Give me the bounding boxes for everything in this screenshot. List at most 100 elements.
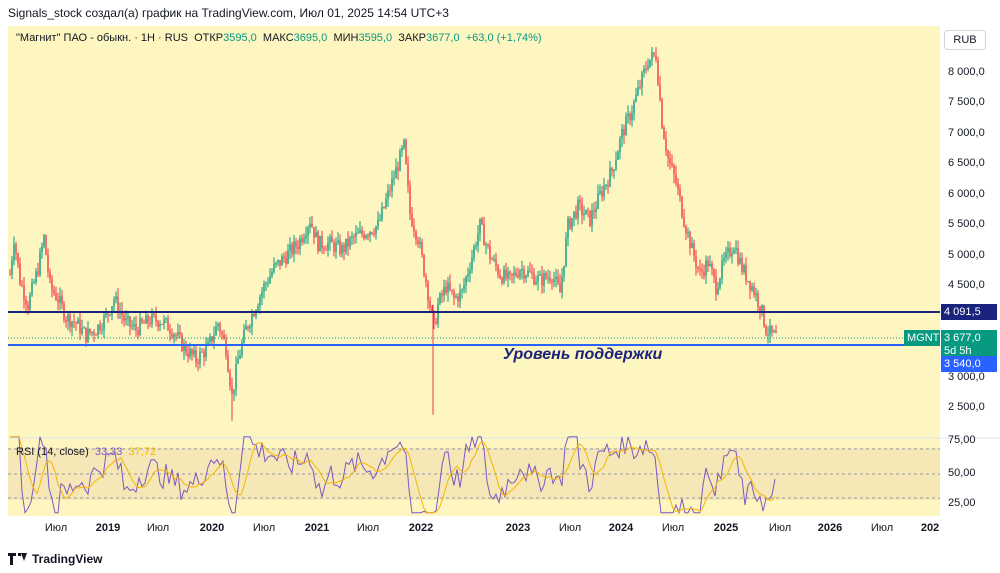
up-candle (235, 364, 237, 390)
down-candle (317, 231, 319, 252)
up-candle (77, 319, 79, 324)
up-candle (217, 323, 219, 327)
up-candle (565, 237, 567, 266)
up-candle (543, 273, 545, 286)
down-candle (415, 231, 417, 240)
down-candle (593, 210, 595, 213)
up-candle (237, 358, 239, 365)
up-candle (209, 336, 211, 342)
down-candle (95, 334, 97, 336)
up-candle (643, 68, 645, 73)
down-candle (85, 327, 87, 342)
down-candle (339, 240, 341, 255)
up-candle (507, 271, 509, 279)
tradingview-logo[interactable]: TradingView (8, 552, 102, 566)
up-candle (503, 269, 505, 284)
up-candle (293, 241, 295, 255)
up-candle (393, 178, 395, 180)
down-candle (659, 84, 661, 100)
down-candle (191, 348, 193, 355)
price-tick: 3 000,0 (948, 371, 985, 383)
up-candle (473, 246, 475, 258)
down-candle (413, 225, 415, 232)
down-candle (557, 276, 559, 284)
down-candle (123, 315, 125, 321)
down-candle (529, 270, 531, 273)
price-tick: 4 500,0 (948, 279, 985, 291)
down-candle (417, 239, 419, 244)
down-candle (679, 188, 681, 197)
close-label: ЗАКР (398, 32, 426, 44)
up-candle (485, 244, 487, 246)
down-candle (579, 199, 581, 203)
down-candle (155, 314, 157, 322)
open-label: ОТКР (194, 32, 224, 44)
low-value: 3595,0 (358, 32, 393, 44)
down-candle (383, 206, 385, 208)
up-candle (381, 206, 383, 220)
down-candle (517, 275, 519, 277)
high-value: 3695,0 (293, 32, 328, 44)
down-candle (25, 299, 27, 305)
down-candle (61, 295, 63, 304)
price-tick: 7 000,0 (948, 127, 985, 139)
up-candle (215, 326, 217, 336)
up-candle (249, 326, 251, 329)
down-candle (489, 245, 491, 260)
down-candle (55, 293, 57, 300)
up-candle (619, 138, 621, 152)
rsi-legend: RSI (14, close) 33,33 37,72 (16, 446, 156, 458)
down-candle (49, 271, 51, 280)
rsi-label: RSI (14, close) (16, 446, 89, 458)
up-candle (183, 343, 185, 352)
up-candle (419, 242, 421, 244)
up-candle (721, 260, 723, 279)
up-candle (443, 286, 445, 296)
down-candle (729, 247, 731, 257)
up-candle (591, 210, 593, 226)
down-candle (389, 190, 391, 192)
up-candle (193, 350, 195, 355)
down-candle (753, 286, 755, 296)
down-candle (175, 334, 177, 336)
up-candle (109, 314, 111, 316)
up-candle (585, 209, 587, 215)
currency-button[interactable]: RUB (944, 30, 986, 50)
tradingview-icon (8, 553, 27, 565)
up-candle (159, 324, 161, 327)
up-candle (377, 220, 379, 227)
price-axis[interactable] (940, 26, 1000, 516)
down-candle (187, 353, 189, 357)
time-tick: 202 (920, 522, 940, 534)
up-candle (725, 251, 727, 259)
down-candle (169, 330, 171, 334)
down-candle (657, 59, 659, 85)
up-candle (125, 318, 127, 321)
up-candle (299, 238, 301, 250)
up-candle (131, 325, 133, 327)
down-candle (559, 283, 561, 293)
down-candle (203, 351, 205, 358)
up-candle (67, 314, 69, 322)
down-candle (223, 334, 225, 339)
up-candle (309, 223, 311, 228)
down-candle (653, 52, 655, 55)
down-candle (373, 233, 375, 235)
up-candle (577, 199, 579, 219)
down-candle (771, 325, 773, 333)
down-candle (707, 260, 709, 267)
rsi-line (10, 436, 776, 515)
rsi-value: 33,33 (94, 446, 123, 458)
up-candle (723, 258, 725, 261)
down-candle (675, 174, 677, 184)
price-tick: 5 500,0 (948, 218, 985, 230)
up-candle (11, 260, 13, 275)
down-candle (353, 236, 355, 238)
down-candle (347, 238, 349, 247)
chart-area[interactable] (8, 26, 940, 516)
up-candle (265, 283, 267, 285)
up-candle (41, 246, 43, 252)
time-axis[interactable] (8, 516, 1000, 538)
down-candle (671, 163, 673, 166)
